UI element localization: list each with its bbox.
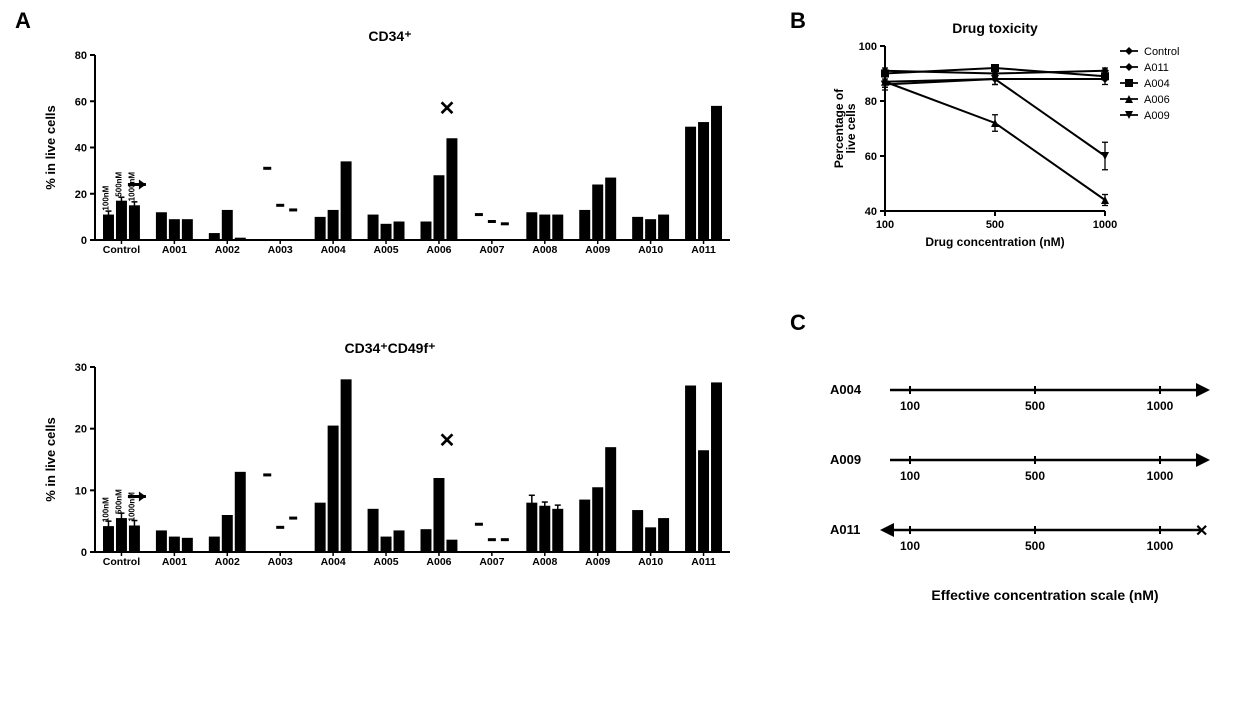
svg-text:10: 10 [75, 485, 87, 497]
svg-text:100nM: 100nM [101, 185, 110, 210]
svg-text:1000: 1000 [1147, 399, 1174, 413]
svg-text:A003: A003 [268, 244, 293, 256]
svg-text:% in live cells: % in live cells [43, 417, 58, 502]
svg-text:A007: A007 [479, 556, 504, 568]
svg-text:A004: A004 [321, 244, 346, 256]
svg-text:Control: Control [103, 556, 140, 568]
svg-text:20: 20 [75, 424, 87, 436]
svg-text:500: 500 [1025, 539, 1045, 553]
chart-a2-title: CD34⁺CD49f⁺ [40, 340, 740, 357]
svg-text:1000: 1000 [1147, 469, 1174, 483]
svg-text:A004: A004 [830, 382, 862, 397]
svg-text:A006: A006 [1144, 94, 1170, 106]
svg-text:A004: A004 [321, 556, 346, 568]
svg-text:500nM: 500nM [114, 489, 123, 514]
svg-text:0: 0 [81, 547, 87, 559]
svg-text:% in live cells: % in live cells [43, 105, 58, 190]
svg-text:A003: A003 [268, 556, 293, 568]
svg-text:60: 60 [865, 151, 877, 163]
svg-text:Control: Control [103, 244, 140, 256]
svg-text:500nM: 500nM [114, 171, 123, 196]
svg-text:A007: A007 [479, 244, 504, 256]
svg-text:A011: A011 [830, 522, 860, 537]
svg-text:100: 100 [900, 539, 920, 553]
svg-text:1000: 1000 [1147, 539, 1174, 553]
svg-text:A011: A011 [691, 244, 716, 256]
svg-text:A005: A005 [373, 244, 398, 256]
chart-a2: 0 10 20 30 % in live cells Control A001 A002 A00… [40, 357, 740, 607]
svg-text:20: 20 [75, 189, 87, 201]
svg-text:500: 500 [986, 219, 1004, 231]
svg-text:✕: ✕ [439, 98, 456, 120]
svg-text:A008: A008 [532, 556, 557, 568]
svg-text:A006: A006 [426, 556, 451, 568]
svg-text:A002: A002 [215, 244, 240, 256]
chart-b: 4060801001005001000Percentage oflive cel… [825, 36, 1225, 256]
chart-b-title: Drug toxicity [765, 20, 1225, 36]
svg-text:A010: A010 [638, 244, 663, 256]
svg-text:A011: A011 [691, 556, 716, 568]
svg-text:80: 80 [865, 96, 877, 108]
svg-text:A009: A009 [585, 556, 610, 568]
svg-text:A006: A006 [426, 244, 451, 256]
chart-c: A004 100 500 1000 A009 100 500 1000 A011 100 500 10… [820, 360, 1220, 660]
svg-text:30: 30 [75, 362, 87, 374]
svg-text:100nM: 100nM [101, 497, 110, 522]
svg-text:A008: A008 [532, 244, 557, 256]
svg-text:1000: 1000 [1093, 219, 1117, 231]
svg-text:80: 80 [75, 50, 87, 62]
svg-text:Effective concentration scale: Effective concentration scale (nM) [931, 587, 1158, 603]
svg-text:live cells: live cells [844, 103, 858, 153]
svg-text:A009: A009 [585, 244, 610, 256]
svg-text:0: 0 [81, 235, 87, 247]
svg-text:A002: A002 [215, 556, 240, 568]
svg-text:✕: ✕ [1195, 523, 1208, 540]
svg-text:500: 500 [1025, 399, 1045, 413]
svg-text:100: 100 [876, 219, 894, 231]
svg-text:1000nM: 1000nM [127, 172, 136, 202]
svg-text:40: 40 [75, 143, 87, 155]
svg-text:100: 100 [900, 399, 920, 413]
svg-text:100: 100 [900, 469, 920, 483]
svg-text:A001: A001 [162, 244, 187, 256]
chart-a1-title: CD34⁺ [40, 28, 740, 45]
panel-c-label: C [790, 310, 806, 336]
chart-a1: 0 20 40 60 80 % in live cells Control A001 A002 A… [40, 45, 740, 295]
svg-text:A011: A011 [1144, 62, 1169, 74]
svg-text:60: 60 [75, 96, 87, 108]
svg-text:A005: A005 [373, 556, 398, 568]
svg-text:A001: A001 [162, 556, 187, 568]
svg-text:A009: A009 [1144, 110, 1170, 122]
svg-text:40: 40 [865, 206, 877, 218]
svg-text:500: 500 [1025, 469, 1045, 483]
svg-text:100: 100 [859, 41, 877, 53]
svg-text:Drug concentration (nM): Drug concentration (nM) [925, 235, 1064, 249]
svg-text:A009: A009 [830, 452, 861, 467]
svg-text:✕: ✕ [439, 430, 456, 452]
svg-text:A004: A004 [1144, 78, 1170, 90]
svg-text:A010: A010 [638, 556, 663, 568]
panel-a-label: A [15, 8, 31, 34]
svg-text:Control: Control [1144, 46, 1179, 58]
